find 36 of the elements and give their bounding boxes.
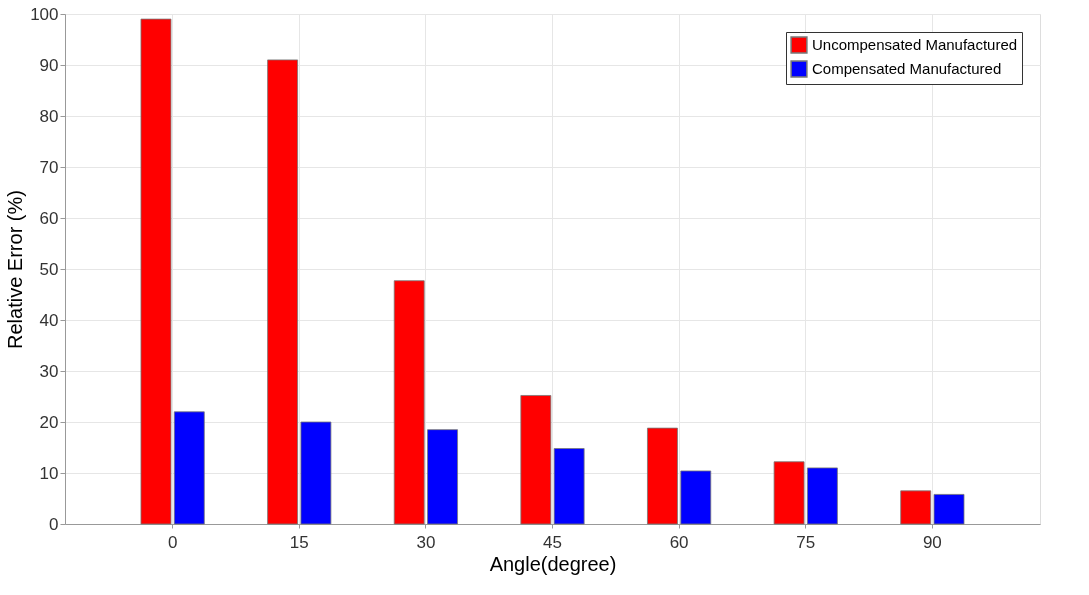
x-tick-label: 60 [669,532,689,552]
bar [680,470,712,525]
bar [933,494,965,525]
bar [807,467,838,525]
y-tick-label: 70 [39,157,59,177]
legend-label: Uncompensated Manufactured [812,36,1018,53]
x-tick-label: 15 [289,532,309,552]
bar [553,448,585,525]
y-tick-label: 50 [39,259,59,279]
bar [173,411,205,525]
x-tick-label: 45 [543,532,562,552]
bar [427,429,458,525]
bar [267,59,298,525]
bar [773,461,805,525]
y-tick-label: 90 [39,55,59,75]
y-axis-title: Relative Error (%) [4,190,27,349]
bar [900,490,932,525]
x-tick-label: 75 [796,532,816,552]
y-tick-label: 30 [39,361,59,381]
y-tick-label: 40 [39,310,59,330]
y-tick-label: 60 [39,208,59,228]
bar [140,18,172,525]
y-tick-label: 20 [39,412,59,432]
x-tick-label: 0 [167,532,178,552]
x-tick-label: 90 [922,532,942,552]
bar [520,395,552,525]
y-tick-label: 10 [39,463,59,483]
x-axis-title: Angle(degree) [489,552,617,575]
bar [300,421,332,525]
y-tick-label: 0 [49,514,59,534]
y-tick-label: 100 [30,4,59,24]
legend-label: Compensated Manufactured [812,60,1002,77]
bar [393,280,425,525]
bar [647,427,678,525]
y-tick-label: 80 [39,106,59,126]
x-tick-label: 30 [416,532,436,552]
